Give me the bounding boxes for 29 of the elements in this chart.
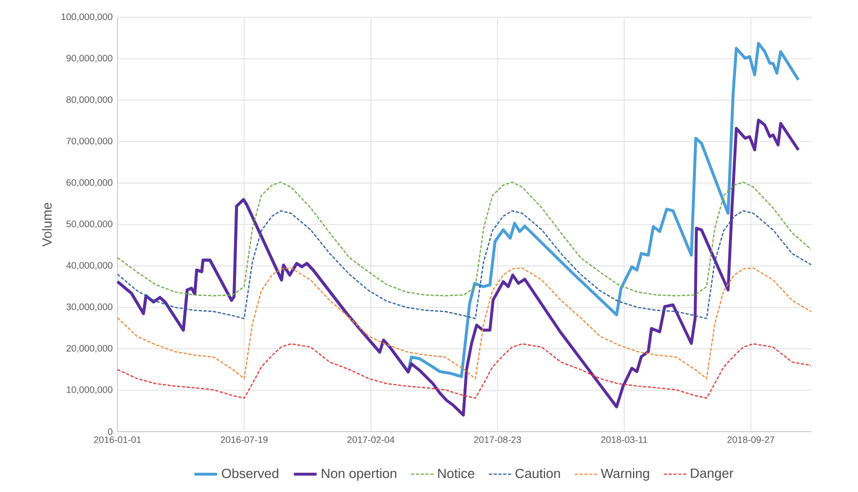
y-tick-label: 0 (108, 428, 112, 435)
y-tick-label: 40,000,000 (66, 262, 112, 270)
y-tick-label: 100,000,000 (62, 13, 112, 22)
x-tick-label: 2017-02-04 (347, 436, 394, 443)
y-axis-title: Volume (42, 202, 52, 247)
line-series (116, 182, 812, 296)
y-tick-label: 20,000,000 (66, 344, 112, 353)
y-tick-label: 90,000,000 (66, 54, 112, 63)
y-tick-label: 10,000,000 (66, 386, 112, 394)
y-tick-label: 60,000,000 (66, 179, 112, 187)
legend-label: Warning (600, 468, 650, 481)
y-tick-label: 30,000,000 (66, 304, 112, 312)
x-tick-label: 2018-03-11 (601, 436, 648, 443)
y-tick-label: 70,000,000 (66, 138, 112, 146)
legend-label: Observed (222, 468, 278, 478)
x-tick-label: 2016-07-19 (220, 436, 268, 443)
legend-label: Notice (438, 468, 474, 478)
line-series (116, 343, 812, 399)
x-tick-label: 2016-01-01 (94, 436, 141, 443)
legend-label: Non opertion (322, 468, 396, 481)
x-tick-label: 2018-09-27 (727, 436, 774, 443)
legend-label: Caution (516, 468, 560, 478)
y-tick-label: 50,000,000 (66, 220, 112, 228)
line-series (116, 267, 812, 380)
line-series (116, 118, 800, 417)
x-tick-label: 2017-08-23 (474, 436, 521, 443)
line-series (116, 210, 812, 320)
y-tick-label: 80,000,000 (66, 96, 112, 104)
legend-label: Danger (690, 468, 734, 481)
